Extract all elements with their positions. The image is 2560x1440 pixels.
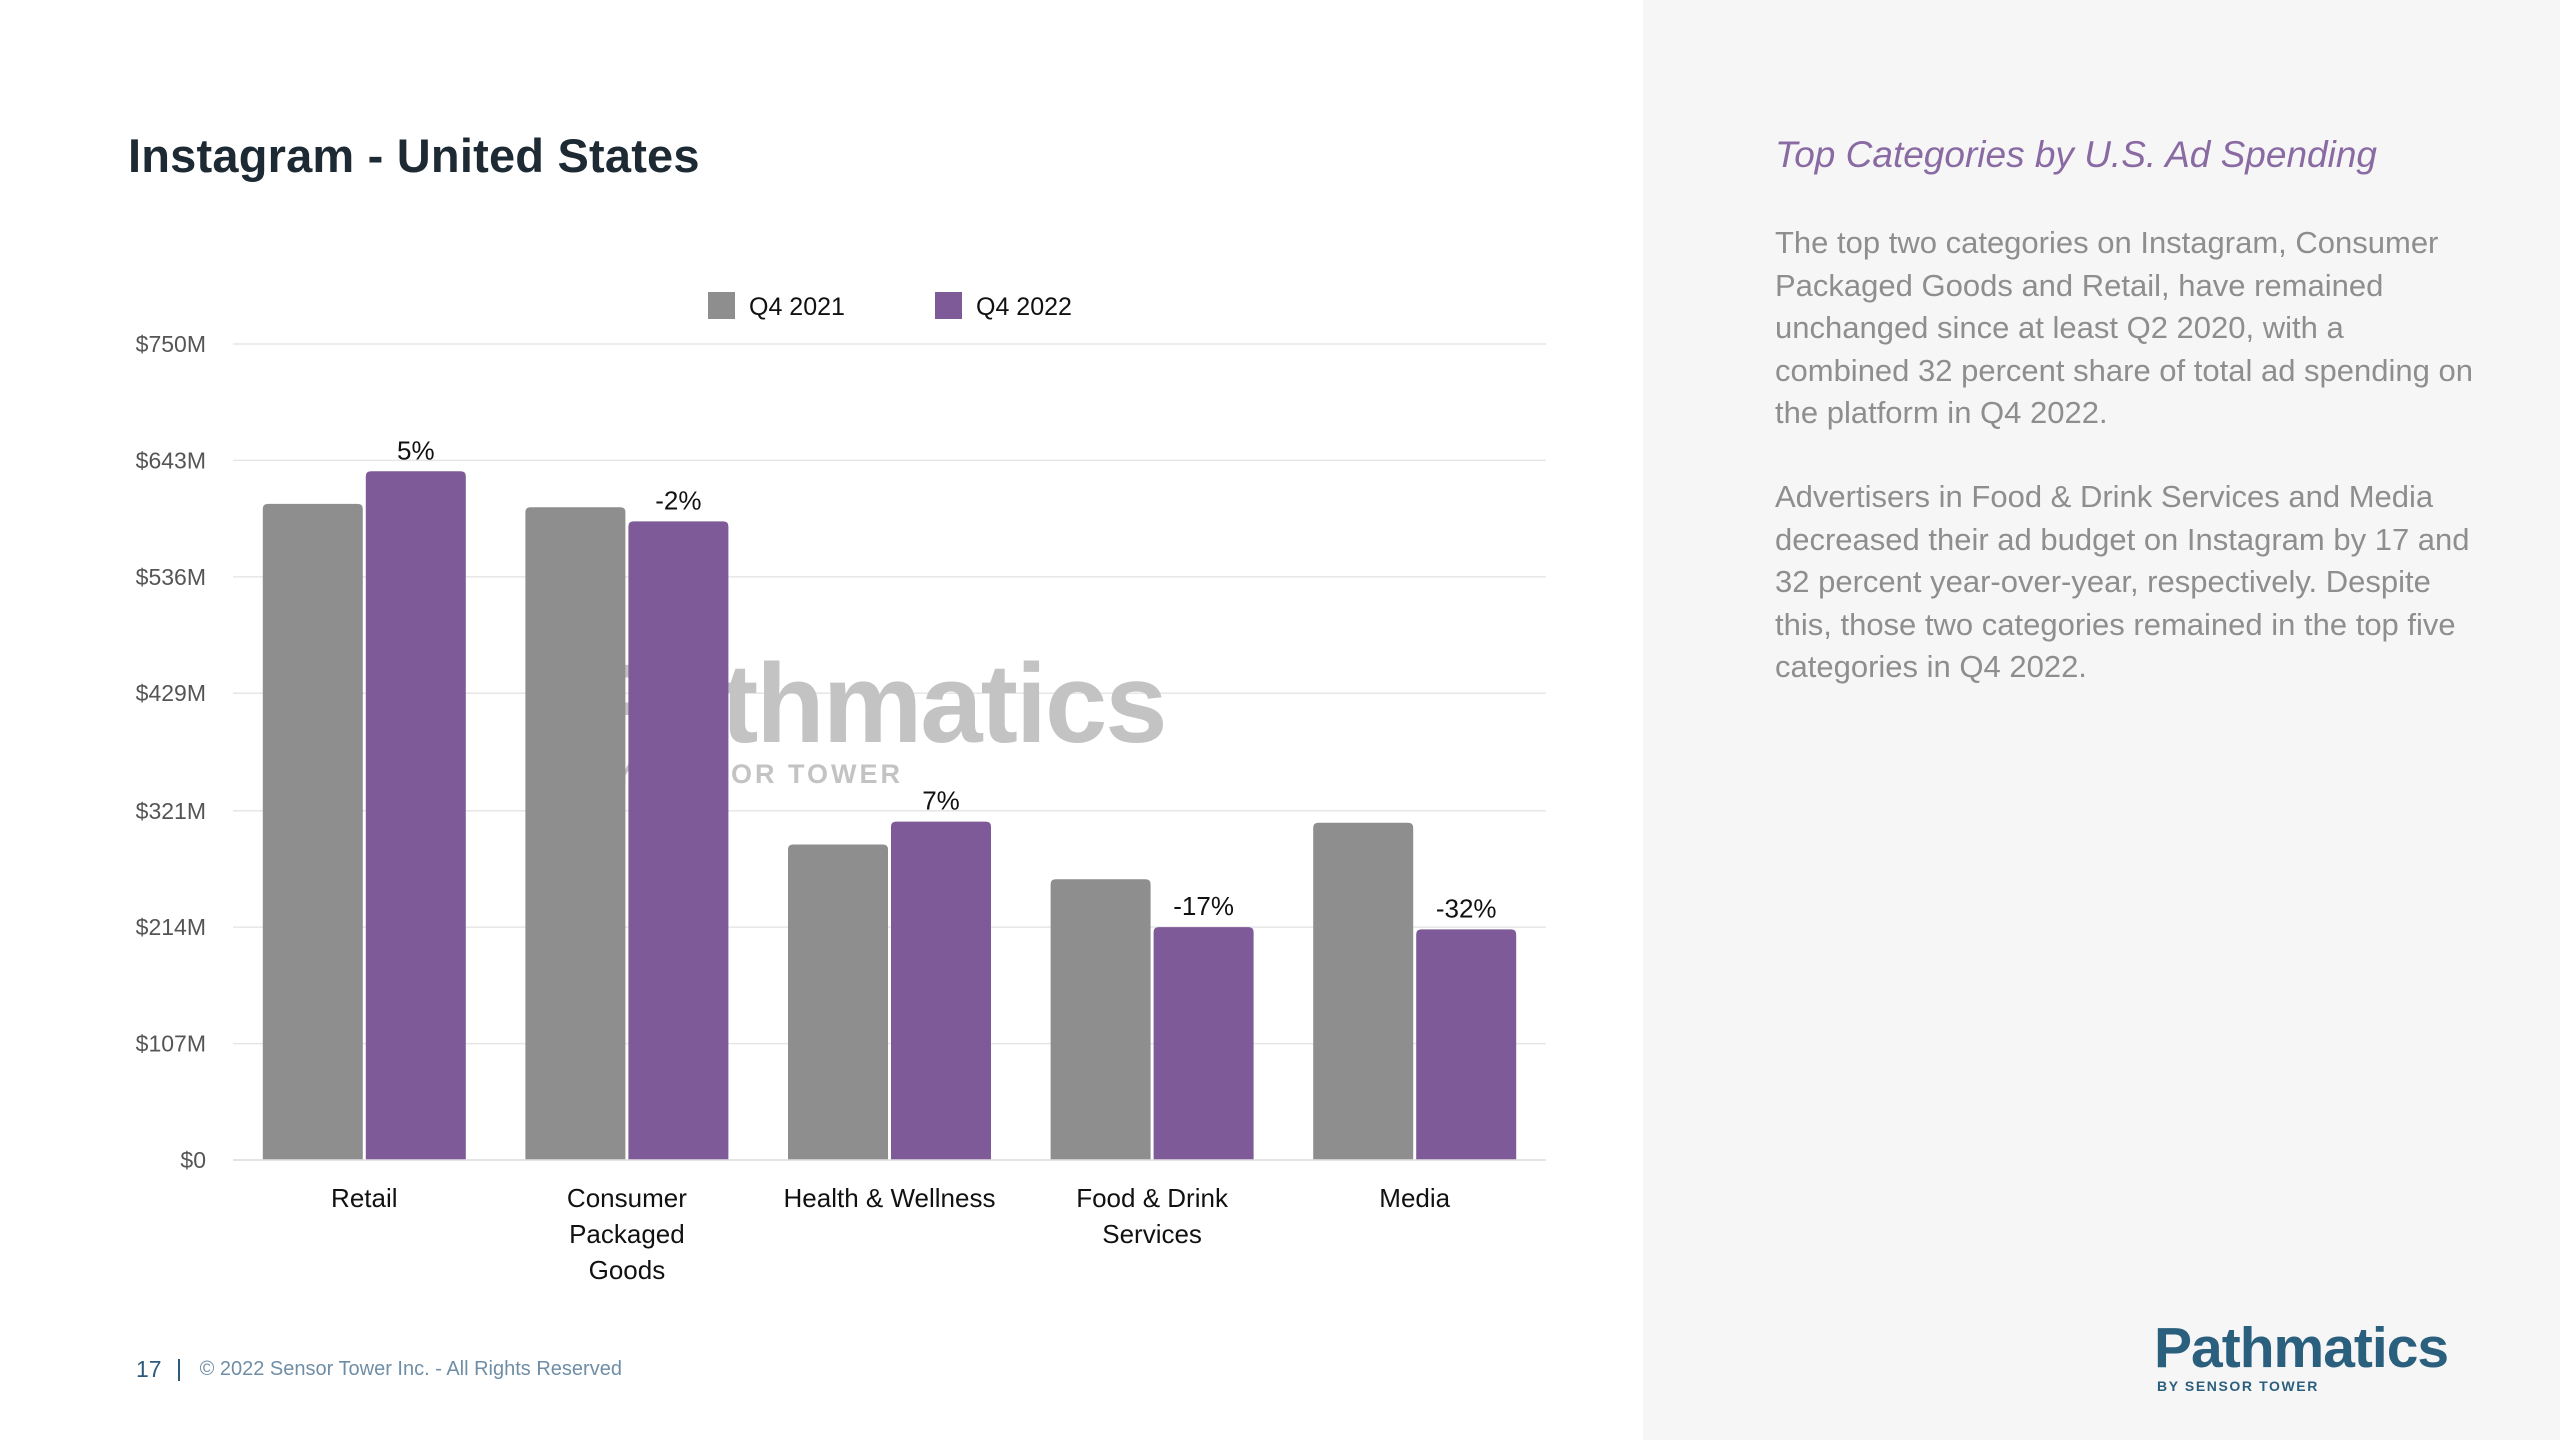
brand-name: Pathmatics <box>2154 1316 2449 1380</box>
y-tick-label: $643M <box>136 447 206 473</box>
bar-q4-2021 <box>1313 822 1414 1160</box>
legend-label: Q4 2021 <box>749 293 845 321</box>
x-tick-label: Media <box>1379 1183 1450 1213</box>
x-tick-label: Packaged <box>569 1219 685 1249</box>
bar-q4-2021 <box>262 503 363 1160</box>
y-tick-label: $536M <box>136 564 206 590</box>
sidebar-panel <box>1643 0 2560 1440</box>
bar-q4-2021 <box>525 507 626 1160</box>
legend-label: Q4 2022 <box>976 293 1072 321</box>
y-tick-label: $429M <box>136 680 206 706</box>
y-tick-label: $750M <box>136 331 206 357</box>
x-tick-label: Consumer <box>567 1183 687 1213</box>
bar-q4-2022 <box>1416 929 1517 1160</box>
content-panel: Instagram - United States $0 $107M $214M $3… <box>128 129 1546 1383</box>
bar-q4-2022 <box>891 821 991 1160</box>
sidebar-paragraph-1: The top two categories on Instagram, Con… <box>1775 225 2473 430</box>
bar-chart: $0$107M$214M$321M$429M$536M$643M$750MPat… <box>136 292 1546 1285</box>
footer-divider <box>177 1358 180 1381</box>
sidebar-heading: Top Categories by U.S. Ad Spending <box>1775 134 2377 175</box>
bar-q4-2022 <box>1153 927 1254 1160</box>
change-label: -2% <box>655 485 701 515</box>
bar-q4-2022 <box>365 471 466 1160</box>
sidebar-paragraph-2: Advertisers in Food & Drink Services and… <box>1775 479 2470 684</box>
y-tick-label: $107M <box>136 1031 206 1057</box>
change-label: 7% <box>922 786 960 816</box>
change-label: -32% <box>1436 893 1497 923</box>
brand-tagline: BY SENSOR TOWER <box>2157 1378 2319 1394</box>
bar-q4-2022 <box>628 521 729 1160</box>
bar-q4-2021 <box>1050 879 1151 1160</box>
bar-q4-2021 <box>788 844 888 1160</box>
change-label: 5% <box>397 435 435 465</box>
footer: 17 © 2022 Sensor Tower Inc. - All Rights… <box>136 1356 622 1383</box>
y-tick-label: $0 <box>180 1147 206 1173</box>
x-tick-label: Health & Wellness <box>784 1183 996 1213</box>
x-tick-label: Goods <box>589 1255 666 1285</box>
copyright-text: © 2022 Sensor Tower Inc. - All Rights Re… <box>199 1358 622 1380</box>
brand-logo: Pathmatics BY SENSOR TOWER <box>2154 1318 2454 1394</box>
legend-swatch <box>708 292 735 319</box>
change-label: -17% <box>1173 891 1234 921</box>
page-number: 17 <box>136 1356 162 1382</box>
x-tick-label: Services <box>1102 1219 1202 1249</box>
y-tick-label: $321M <box>136 798 206 824</box>
y-tick-label: $214M <box>136 914 206 940</box>
x-tick-label: Food & Drink <box>1076 1183 1229 1213</box>
x-tick-label: Retail <box>331 1183 397 1213</box>
page-title: Instagram - United States <box>128 129 700 182</box>
legend-swatch <box>935 292 962 319</box>
